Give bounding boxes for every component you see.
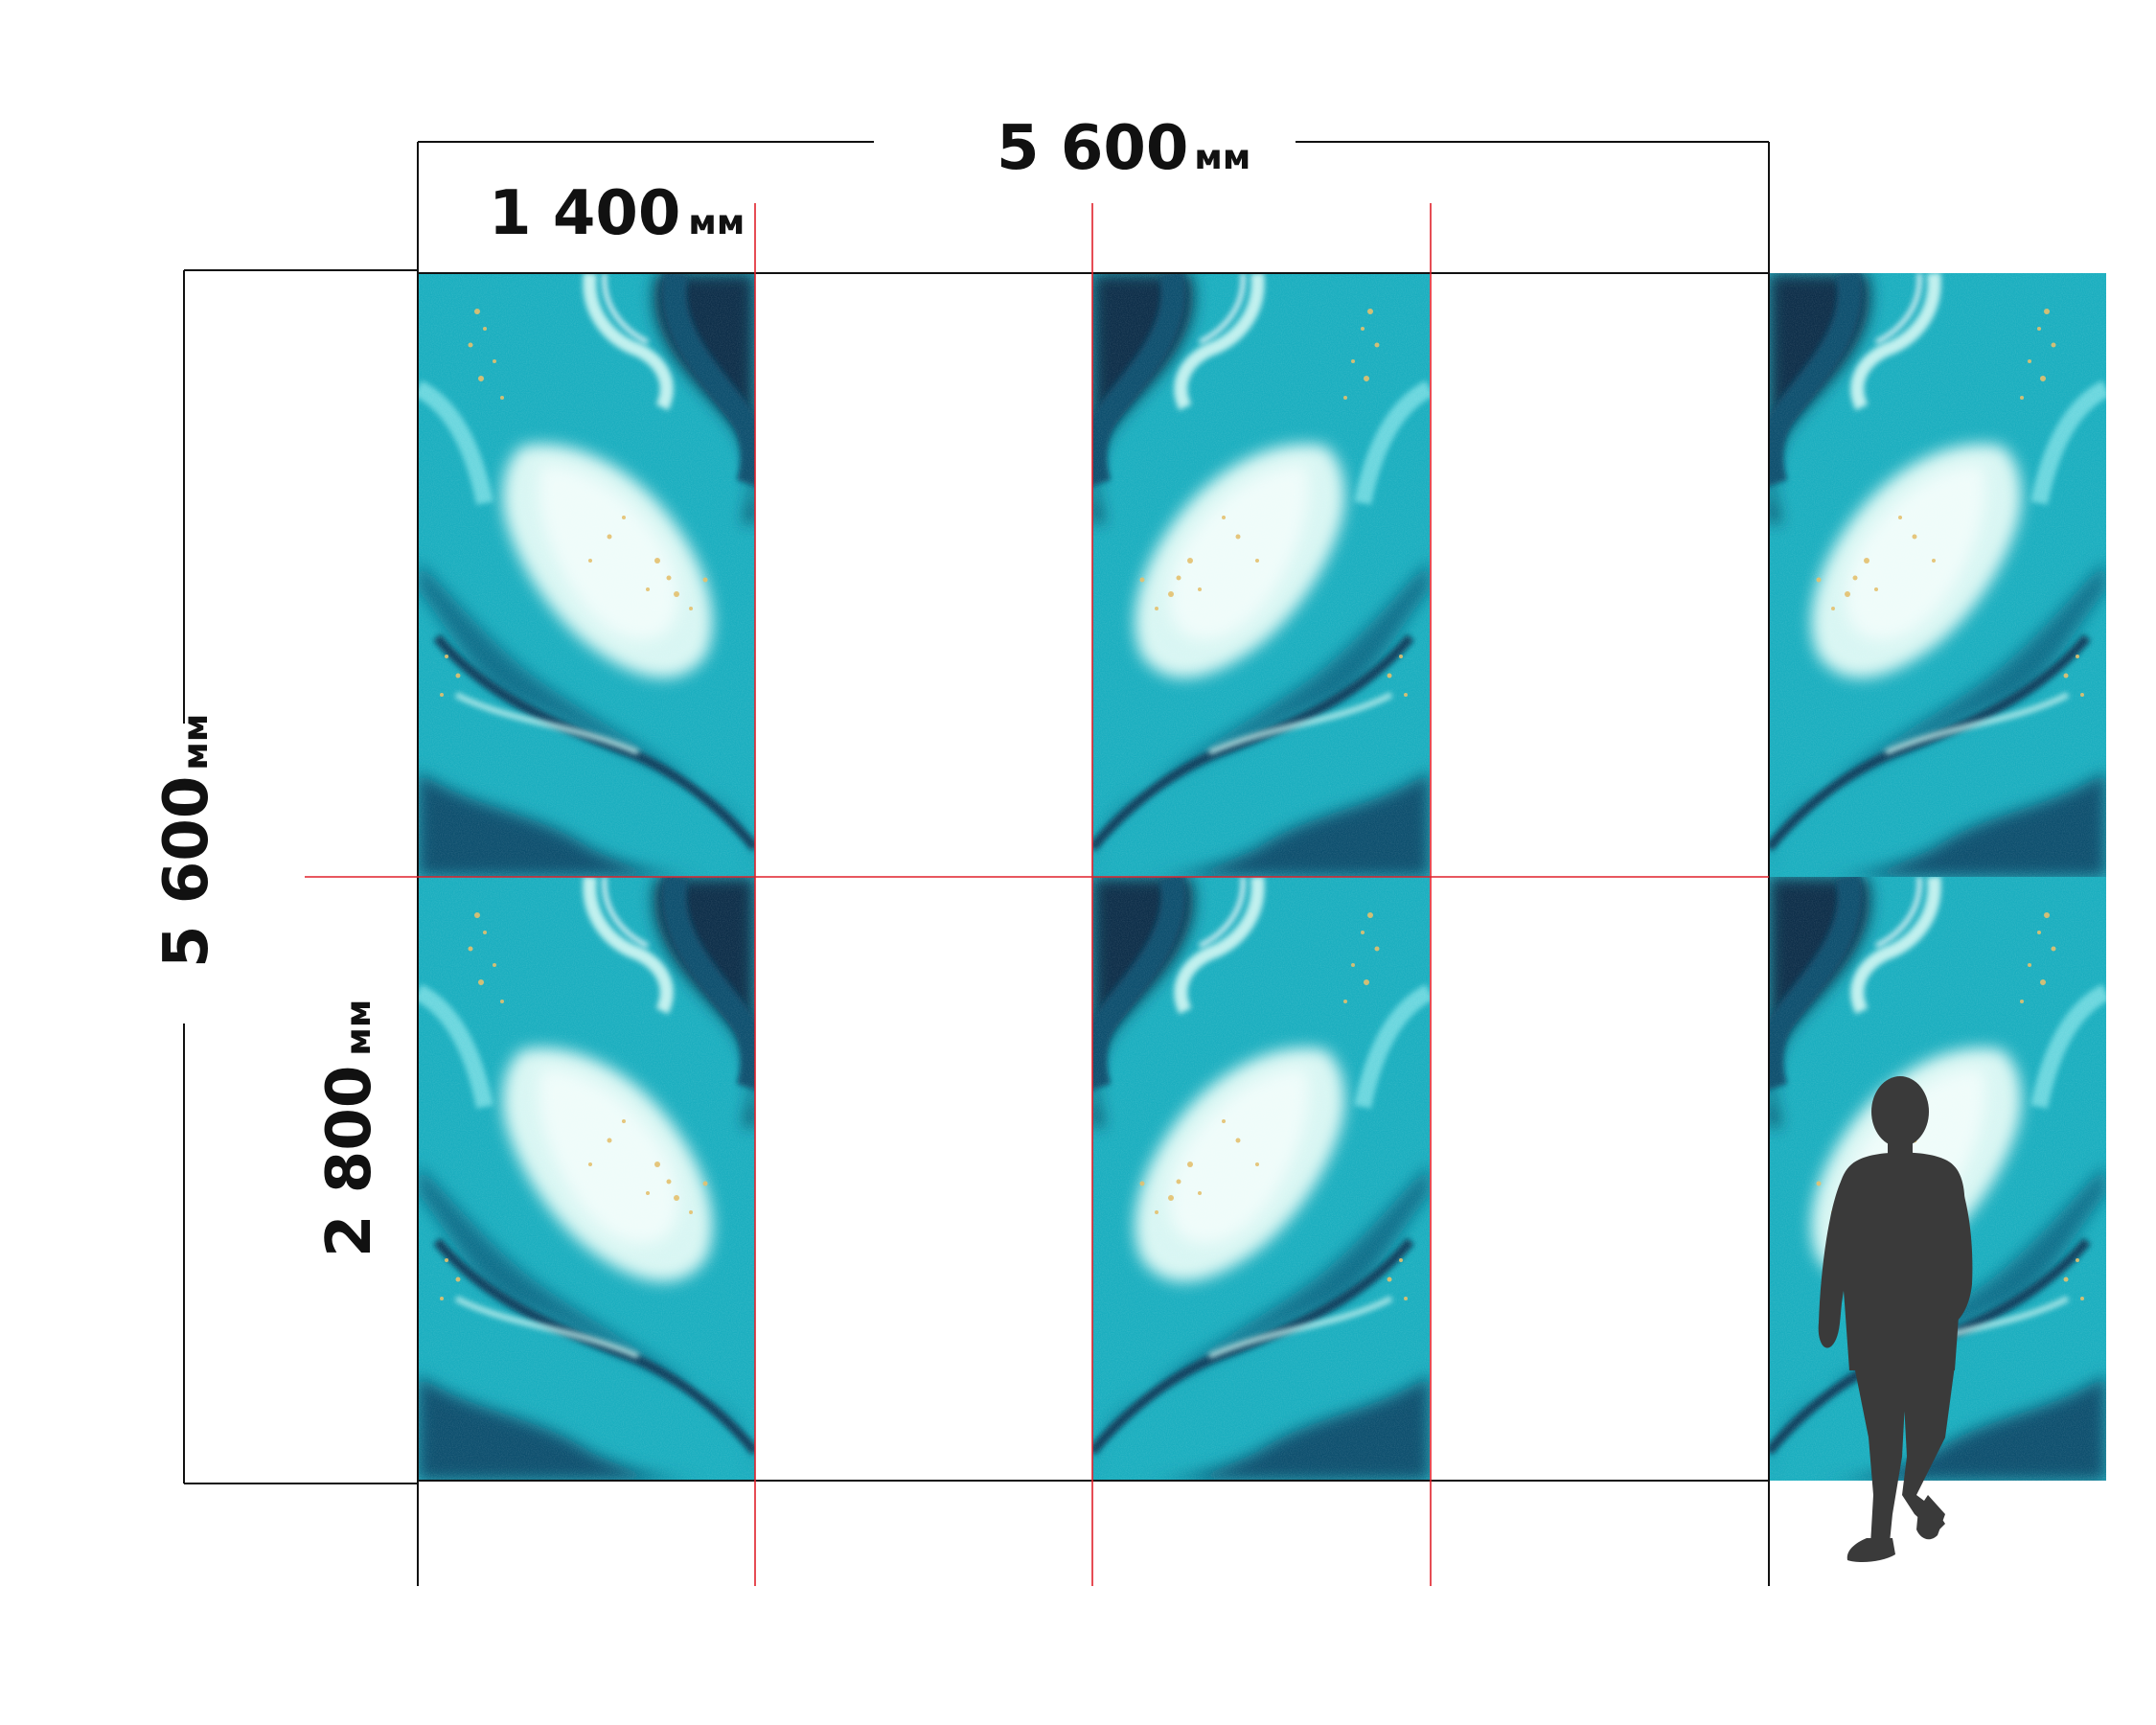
cut-lines: [305, 203, 1769, 1586]
panel-r2-c1: [418, 877, 755, 1481]
person-silhouette-icon: [1818, 1076, 1973, 1562]
panel-r1-c4: [1769, 273, 2106, 877]
panel-width-label: 1 400 мм: [489, 178, 745, 249]
panel-height-label: 2 800мм: [314, 1000, 385, 1257]
panel-r1-c1: [418, 273, 755, 877]
total-height-label: 5 600мм: [151, 714, 222, 968]
total-width-label: 5 600 мм: [997, 113, 1250, 184]
panel-r2-c2: [1092, 877, 1430, 1481]
panel-r1-c2: [1092, 273, 1430, 877]
